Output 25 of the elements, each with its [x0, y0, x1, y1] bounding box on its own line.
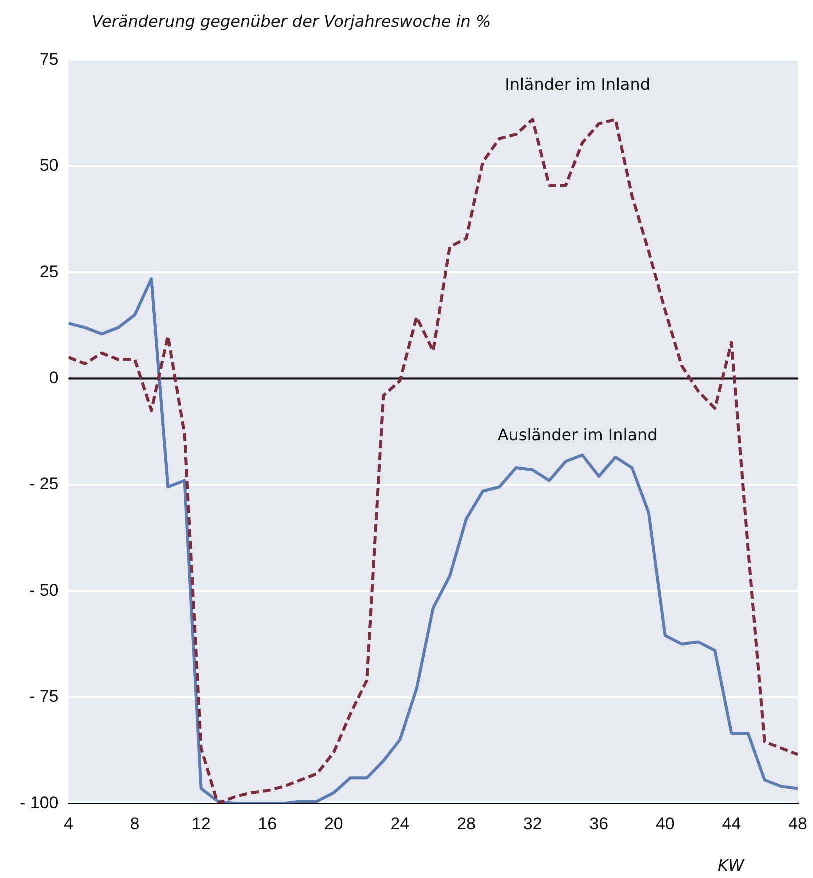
y-tick-label: - 25 [29, 474, 59, 494]
x-axis-title: KW [718, 856, 744, 875]
y-tick-label: - 100 [20, 793, 59, 812]
x-tick-label: 36 [590, 814, 609, 834]
x-tick-label: 12 [192, 814, 211, 834]
x-tick-label: 24 [390, 814, 410, 834]
series-label: Ausländer im Inland [498, 425, 658, 444]
x-tick-label: 48 [788, 814, 808, 834]
x-tick-label: 28 [457, 814, 476, 834]
y-tick-label: 75 [40, 50, 59, 69]
y-tick-label: - 50 [29, 580, 59, 600]
x-tick-label: 20 [324, 814, 344, 834]
x-tick-label: 32 [523, 814, 542, 834]
x-tick-label: 4 [64, 814, 74, 834]
text: Inländer im Inland [505, 74, 651, 94]
x-tick-label: 44 [722, 814, 742, 834]
y-tick-label: - 75 [29, 687, 59, 706]
x-tick-label: 40 [656, 814, 675, 834]
x-tick-label: 16 [258, 814, 278, 834]
x-tick-label: 8 [130, 814, 140, 834]
y-tick-label: 0 [49, 368, 59, 388]
y-axis-title: Veränderung gegenüber der Vorjahreswoche in % [92, 12, 492, 31]
y-tick-label: 50 [40, 156, 59, 176]
y-tick-label: 25 [40, 262, 59, 282]
line-series [68, 118, 798, 804]
